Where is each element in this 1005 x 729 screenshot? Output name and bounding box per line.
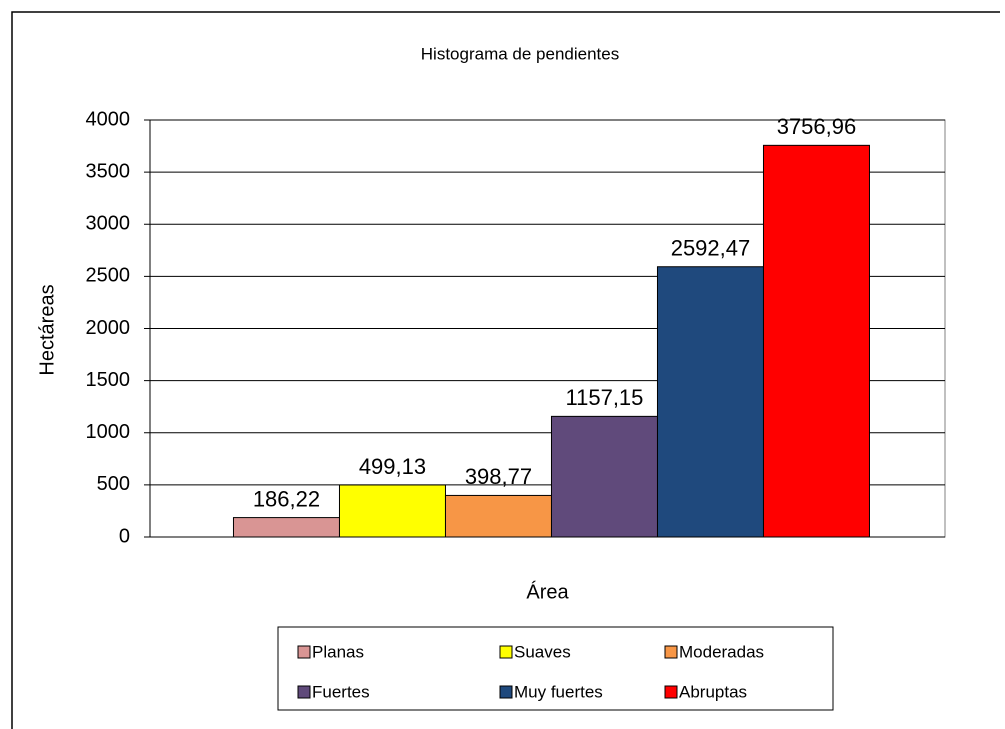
bar [762,144,870,538]
y-tick-label: 1000 [86,421,131,443]
y-tick-label: 2000 [86,317,131,339]
x-axis-label: Área [526,580,569,603]
y-tick-label: 3500 [86,160,131,182]
y-tick-label: 3000 [86,213,131,235]
y-tick-label: 500 [97,473,130,495]
chart-title: Histograma de pendientes [421,44,619,63]
y-tick-label: 0 [119,525,130,547]
bar [232,517,340,538]
chart-frame [11,11,1000,729]
legend-label: Fuertes [312,682,370,701]
bar [444,494,552,538]
legend [277,626,834,711]
legend-label: Muy fuertes [514,682,603,701]
legend-label: Suaves [514,642,571,661]
legend-swatch [499,645,513,659]
legend-label: Planas [312,642,364,661]
bar [656,266,764,538]
data-label: 186,22 [253,486,320,511]
legend-label: Moderadas [679,642,764,661]
legend-swatch [499,685,513,699]
legend-swatch [297,685,311,699]
data-label: 2592,47 [671,236,751,261]
bar [550,415,658,538]
legend-swatch [664,645,678,659]
y-tick-label: 2500 [86,265,131,287]
legend-swatch [297,645,311,659]
y-tick-label: 4000 [86,108,131,130]
y-tick-label: 1500 [86,369,131,391]
data-label: 398,77 [465,464,532,489]
data-label: 499,13 [359,454,426,479]
data-label: 1157,15 [566,385,644,410]
bar [338,484,446,538]
y-axis-label: Hectáreas [36,284,58,375]
legend-label: Abruptas [679,682,747,701]
data-label: 3756,96 [777,114,857,139]
legend-swatch [664,685,678,699]
